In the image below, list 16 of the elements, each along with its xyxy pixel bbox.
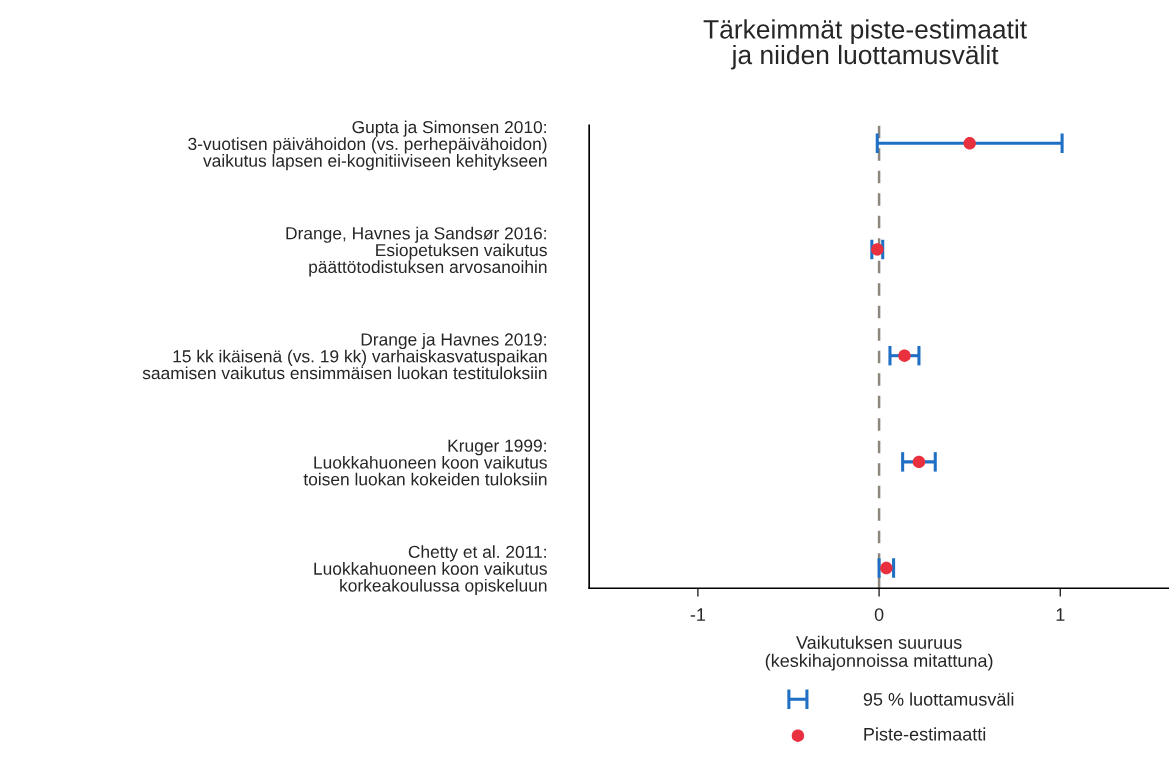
x-axis-title: Vaikutuksen suuruus (keskihajonnoissa mitattuna) xyxy=(765,635,993,671)
chart-title: Tärkeimmät piste-estimaatit ja niiden luottamusvälit xyxy=(703,19,1027,70)
x-tick-label: 0 xyxy=(874,608,884,621)
text: Piste-estimaatti xyxy=(864,727,986,741)
point xyxy=(912,455,926,469)
y-tick-label: Kruger 1999: Luokkahuoneen koon vaikutus toisen luokan kokeiden tuloksiin xyxy=(303,439,547,486)
y-tick-label: Drange, Havnes ja Sandsør 2016: Esiopetuksen vaikutus päättötodistuksen arvosanoihin xyxy=(286,226,547,277)
y-tick-label: Gupta ja Simonsen 2010: 3-vuotisen päivähoidon (vs. perhepäivähoidon) vaikutus lapsen ei-kognitiiviseen kehitykseen xyxy=(188,120,547,171)
x-tick-label: 1 xyxy=(1056,608,1065,621)
point xyxy=(871,243,884,256)
text: 95 % luottamusväli xyxy=(863,692,1014,706)
x-tick-label: -1 xyxy=(690,608,706,621)
point xyxy=(898,349,911,362)
y-tick-label: Chetty et al. 2011: Luokkahuoneen koon vaikutus korkeakoulussa opiskeluun xyxy=(314,545,547,596)
y-tick-label: Drange ja Havnes 2019: 15 kk ikäisenä (vs. 19 kk) varhaiskasvatuspaikan saamisen vaikutus ensimmäisen luokan testituloksiin xyxy=(142,332,547,380)
point xyxy=(963,137,976,150)
